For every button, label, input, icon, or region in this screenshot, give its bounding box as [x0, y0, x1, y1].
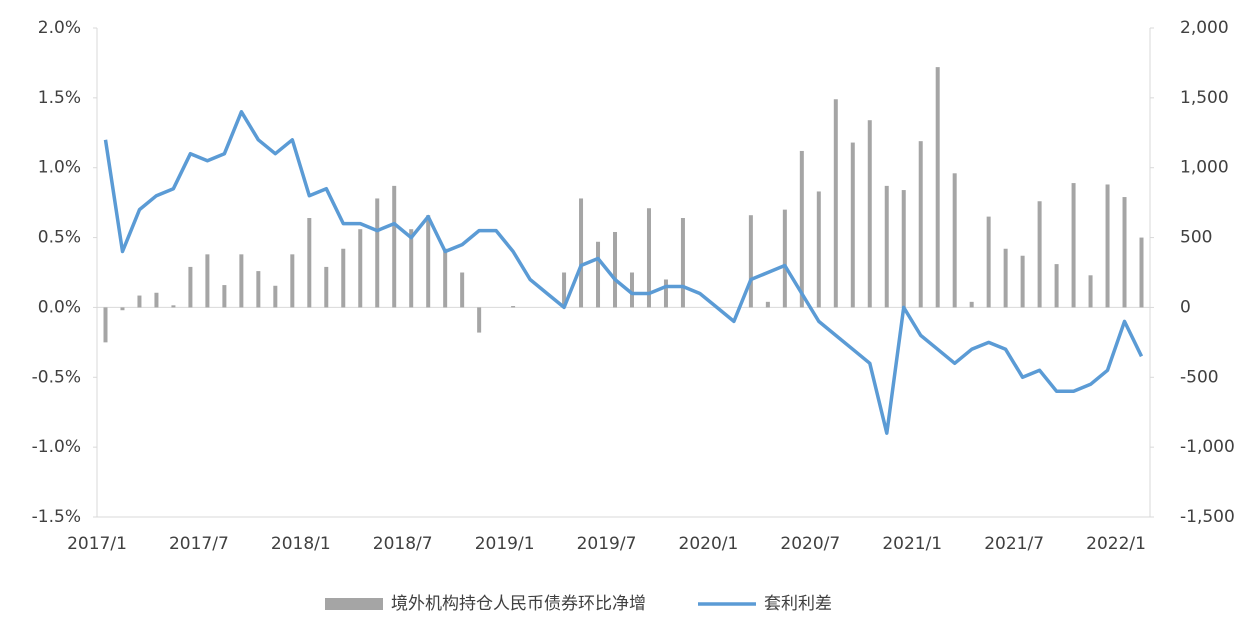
bar: [1037, 201, 1042, 308]
x-tick-label: 2017/1: [67, 534, 127, 554]
legend-label: 套利利差: [764, 594, 832, 614]
bar: [137, 295, 142, 308]
legend-swatch: [325, 598, 383, 610]
y2-tick-label: -1,000: [1180, 437, 1235, 457]
bar: [290, 254, 295, 308]
x-tick-label: 2020/1: [679, 534, 739, 554]
y2-tick-label: -500: [1180, 367, 1219, 387]
bar: [409, 229, 414, 308]
y-tick-label: 2.0%: [38, 18, 81, 38]
line: [103, 110, 1144, 435]
bar: [969, 301, 974, 308]
bar: [188, 266, 193, 308]
bar: [1088, 275, 1093, 308]
bar: [782, 209, 787, 308]
bar: [103, 307, 108, 343]
bar: [1071, 183, 1076, 308]
legend-label: 境外机构持仓人民币债券环比净增: [391, 594, 646, 614]
y-tick-label: 0.0%: [38, 297, 81, 317]
y2-tick-label: 500: [1180, 228, 1212, 248]
bar: [850, 142, 855, 308]
bar: [477, 307, 482, 333]
x-tick-label: 2021/1: [882, 534, 942, 554]
x-tick-label: 2019/1: [475, 534, 535, 554]
bar: [426, 215, 431, 308]
bar: [358, 229, 363, 308]
bar: [460, 272, 465, 308]
bar: [1054, 264, 1059, 308]
bar: [1105, 184, 1110, 308]
bar: [443, 248, 448, 308]
y-tick-label: 1.0%: [38, 158, 81, 178]
bar: [324, 266, 329, 308]
bar: [884, 185, 889, 308]
bar: [663, 279, 668, 308]
bar: [1122, 197, 1127, 308]
y-tick-label: -1.0%: [32, 437, 81, 457]
bar: [273, 285, 278, 308]
x-tick-label: 2020/7: [780, 534, 840, 554]
y-tick-label: -0.5%: [32, 367, 81, 387]
y2-tick-label: 1,500: [1180, 88, 1229, 108]
x-tick-label: 2019/7: [577, 534, 637, 554]
bar: [562, 272, 567, 308]
bar: [646, 208, 651, 308]
y-tick-label: 1.5%: [38, 88, 81, 108]
bar: [935, 67, 940, 308]
bar: [222, 285, 227, 308]
y2-tick-label: -1,500: [1180, 507, 1235, 527]
bar: [596, 241, 601, 308]
bar: [918, 141, 923, 308]
x-tick-label: 2018/7: [373, 534, 433, 554]
bar: [748, 215, 753, 308]
bar: [579, 198, 584, 308]
bar: [765, 301, 770, 308]
bar: [799, 150, 804, 308]
bar: [986, 216, 991, 308]
x-tick-label: 2021/7: [984, 534, 1044, 554]
bar: [1139, 237, 1144, 308]
bar: [613, 231, 618, 308]
bar: [171, 305, 176, 308]
bar: [1020, 255, 1025, 308]
x-tick-label: 2022/1: [1086, 534, 1146, 554]
bar: [629, 272, 634, 308]
bar: [341, 248, 346, 308]
bar: [307, 218, 312, 308]
bar: [1003, 248, 1008, 308]
y2-tick-label: 0: [1180, 297, 1191, 317]
bar: [833, 99, 838, 308]
bar: [154, 292, 159, 308]
bar: [375, 198, 380, 308]
y-tick-label: 0.5%: [38, 228, 81, 248]
bar: [680, 218, 685, 308]
bar: [392, 185, 397, 308]
x-tick-label: 2017/7: [169, 534, 229, 554]
y-tick-label: -1.5%: [32, 507, 81, 527]
bar: [256, 271, 261, 308]
bar: [867, 120, 872, 308]
y2-tick-label: 2,000: [1180, 18, 1229, 38]
bar: [952, 173, 957, 308]
bar: [511, 306, 516, 308]
y2-tick-label: 1,000: [1180, 158, 1229, 178]
bar: [120, 307, 125, 311]
bar: [205, 254, 210, 308]
x-tick-label: 2018/1: [271, 534, 331, 554]
bar: [901, 190, 906, 308]
bar: [816, 191, 821, 308]
bar: [239, 254, 244, 308]
